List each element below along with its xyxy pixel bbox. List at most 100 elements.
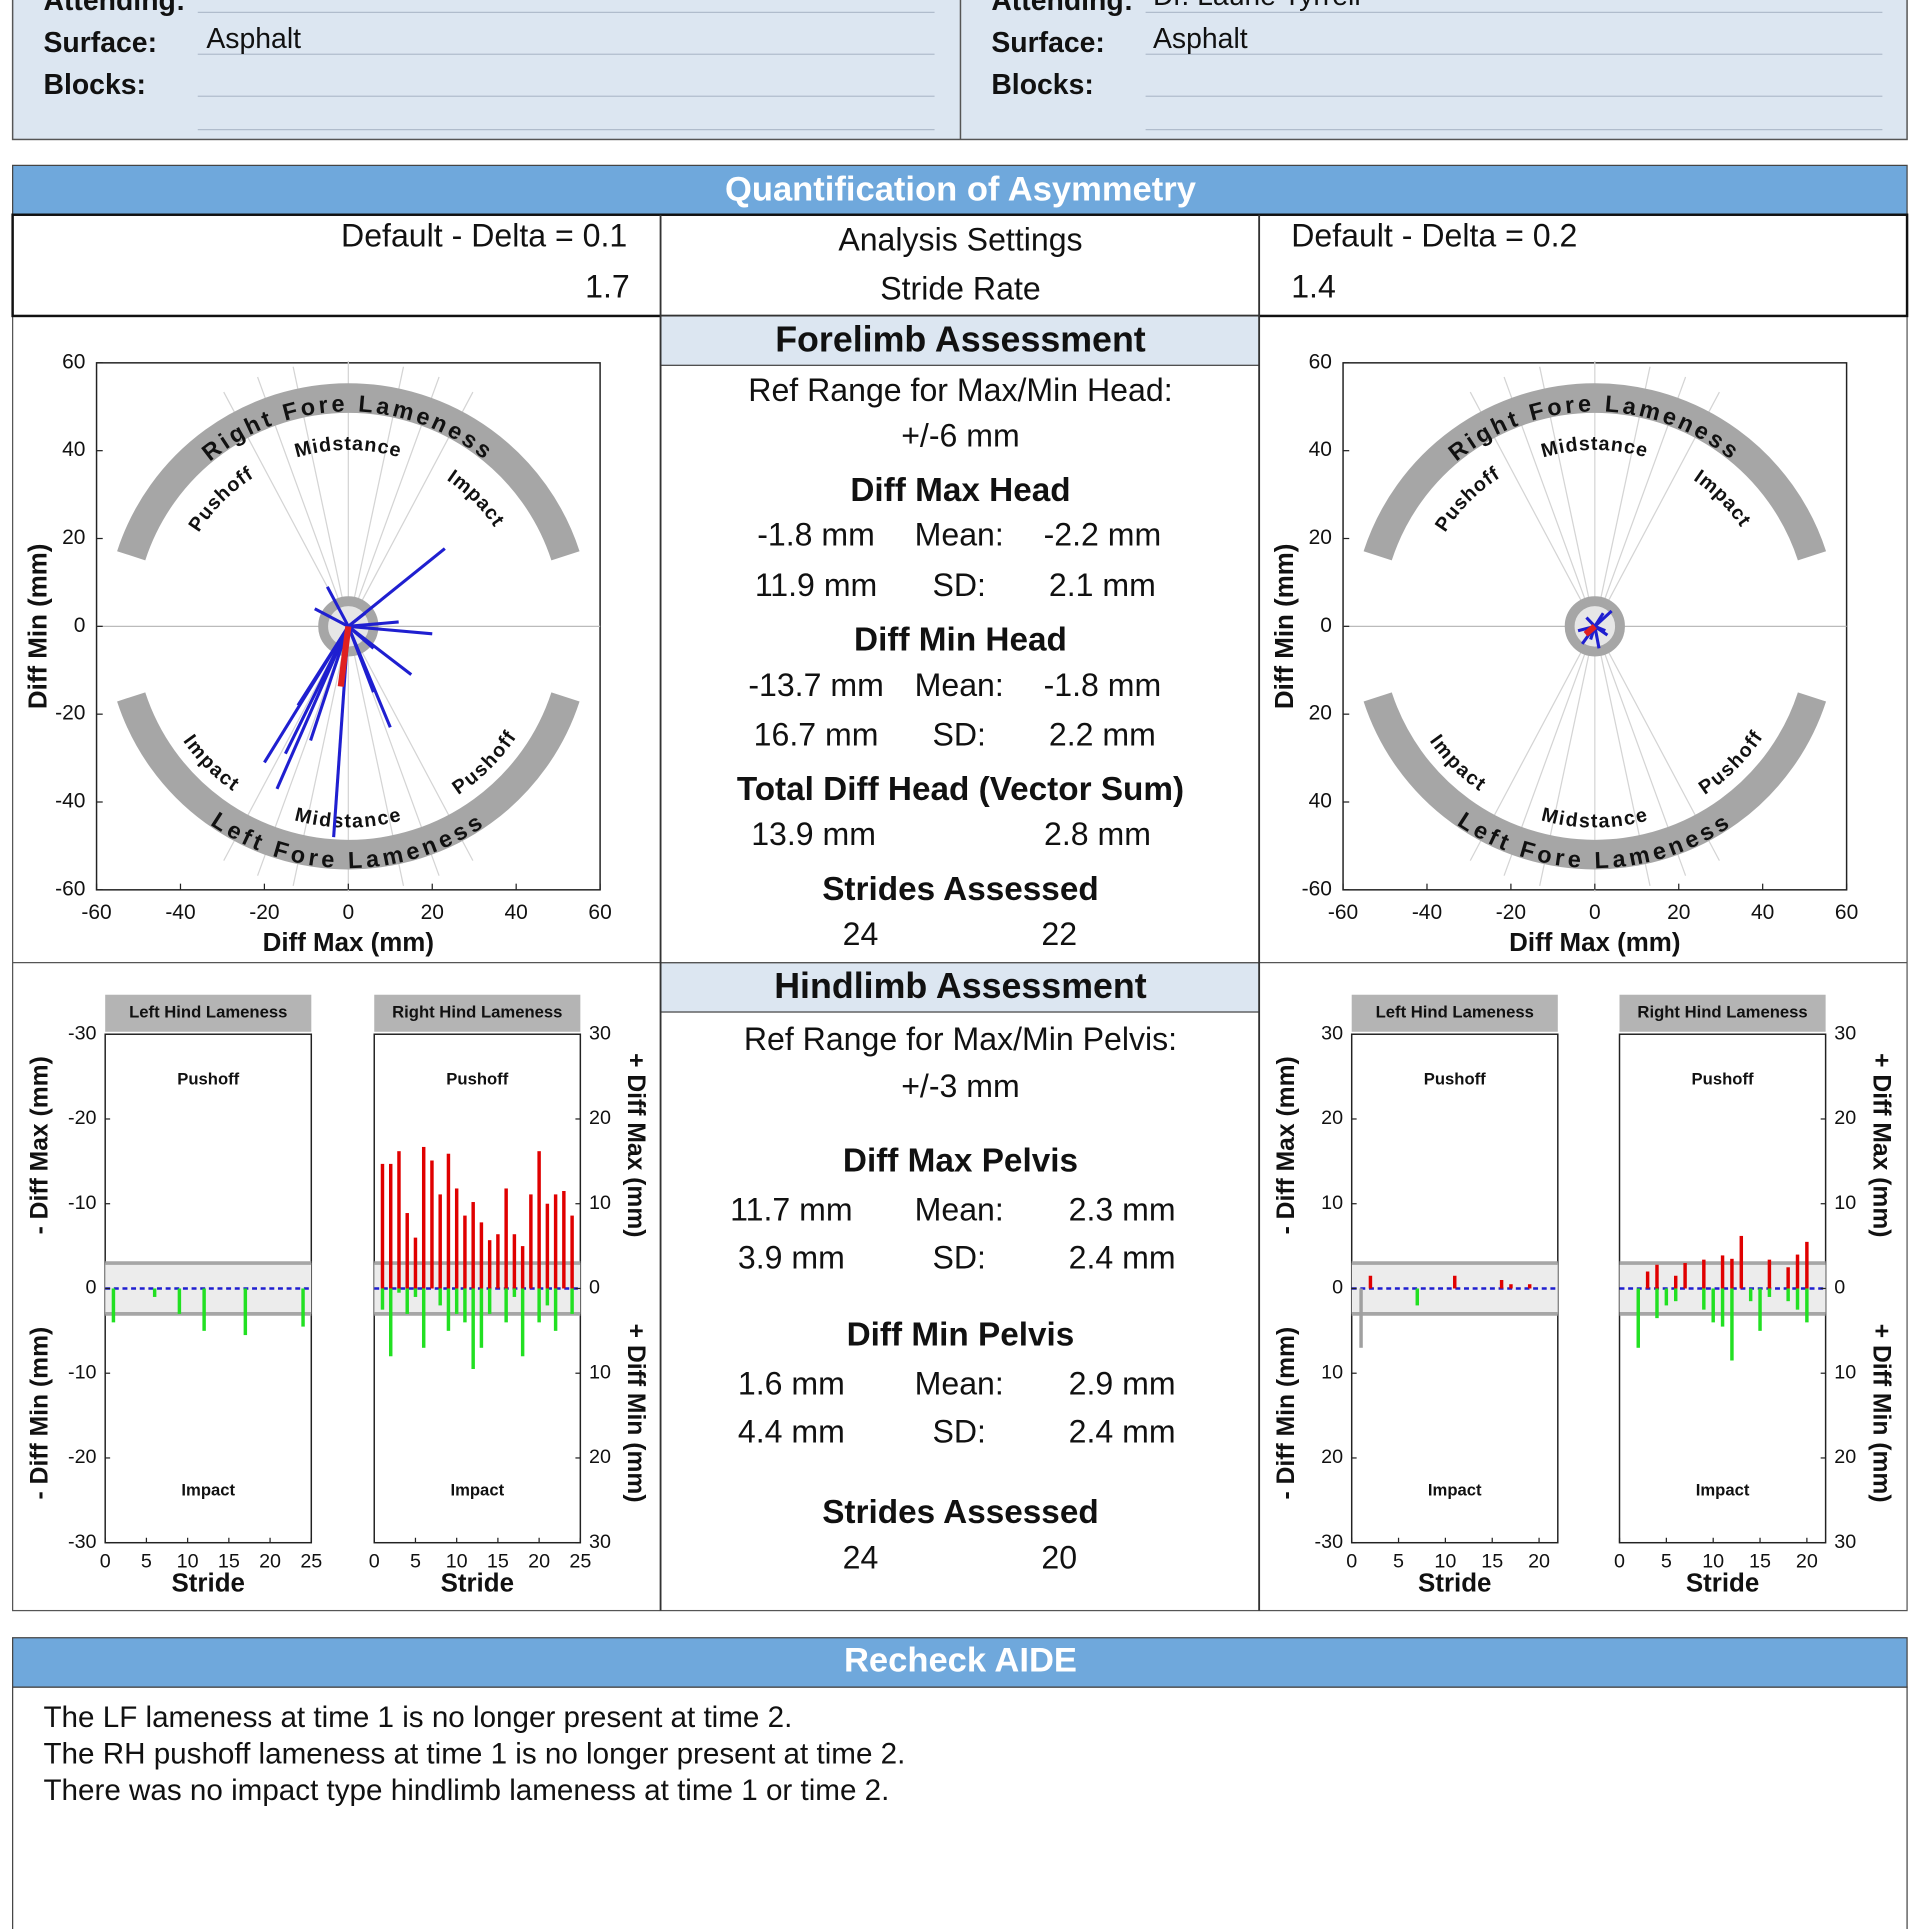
stride-bar (243, 1288, 248, 1336)
metric-value: -1.8 mm (1044, 667, 1162, 703)
stride-bar (380, 1163, 385, 1289)
metric-value: Mean: (915, 1191, 1004, 1227)
y-axis-label: Diff Min (mm) (1271, 544, 1299, 709)
x-tick-label: 0 (1346, 1551, 1357, 1573)
phase-label: Pushoff (446, 1069, 508, 1088)
stride-bar (1805, 1241, 1809, 1289)
y-axis-label: + Diff Min (mm) (622, 1324, 649, 1503)
phase-label: Impact (450, 1480, 504, 1499)
y-tick-label: 20 (1834, 1446, 1856, 1468)
x-tick-label: 25 (569, 1551, 591, 1573)
x-tick-label: 20 (1667, 901, 1690, 924)
metric-value: Mean: (915, 516, 1004, 552)
stride-bar (446, 1153, 451, 1289)
mean-vector (1583, 623, 1597, 637)
x-tick-label: -60 (81, 901, 111, 924)
recheck-line: The LF lameness at time 1 is no longer p… (43, 1701, 792, 1734)
field-label: Surface: (43, 27, 157, 59)
x-tick-label: 0 (1589, 901, 1601, 924)
metric-value: -13.7 mm (748, 667, 883, 703)
x-axis-label: Diff Max (mm) (1509, 929, 1680, 957)
stride-bar (405, 1288, 409, 1314)
field-label: Blocks: (43, 69, 145, 101)
y-tick-label: 30 (1834, 1022, 1856, 1044)
stride-bar (1805, 1288, 1809, 1323)
stride-vector (314, 607, 350, 628)
x-tick-label: 10 (1702, 1551, 1724, 1573)
stride-bar (1636, 1288, 1640, 1348)
settings: Default - Delta = 0.2 (1291, 218, 1577, 254)
stride-rate: 1.4 (1291, 268, 1336, 304)
recheck-line: There was no impact type hindlimb lamene… (43, 1774, 889, 1807)
y-tick-label: -60 (1302, 877, 1332, 900)
x-tick-label: 10 (446, 1551, 468, 1573)
stride-vector (346, 625, 375, 693)
stride-bar (1664, 1288, 1669, 1306)
x-tick-label: 0 (369, 1551, 380, 1573)
stride-bar (202, 1288, 206, 1331)
stride-bar (1767, 1288, 1772, 1297)
stride-bar (1499, 1279, 1504, 1289)
phase-label: Pushoff (1424, 1069, 1486, 1088)
stride-bar (520, 1246, 525, 1289)
stride-vector (347, 625, 375, 650)
metric-title: Strides Assessed (822, 871, 1099, 908)
stride-bar (471, 1202, 475, 1289)
x-tick-label: 0 (1614, 1551, 1625, 1573)
stride-bar (553, 1194, 558, 1289)
y-tick-label: 10 (1321, 1192, 1343, 1214)
ref-label: Ref Range for Max/Min Head: (748, 372, 1172, 408)
stride-rate-label: Stride Rate (880, 271, 1040, 307)
y-tick-label: 0 (589, 1277, 600, 1299)
stride-bar (512, 1288, 517, 1297)
y-tick-label: 30 (589, 1022, 611, 1044)
metric-title: Diff Min Head (854, 622, 1067, 659)
metric-value: 24 (843, 916, 879, 952)
stride-bar (537, 1288, 541, 1323)
y-tick-label: -20 (68, 1446, 97, 1468)
stride-bar (1453, 1275, 1457, 1289)
ref-label: Ref Range for Max/Min Pelvis: (744, 1021, 1177, 1057)
stride-bar (152, 1288, 157, 1297)
stride-vector (347, 611, 367, 628)
metric-value: 2.4 mm (1069, 1414, 1176, 1450)
x-tick-label: 60 (588, 901, 611, 924)
x-axis-label: Diff Max (mm) (263, 929, 434, 957)
stride-vector (296, 625, 350, 707)
y-tick-label: 30 (1321, 1022, 1343, 1044)
y-tick-label: 20 (589, 1107, 611, 1129)
stride-bar (1767, 1259, 1772, 1289)
section-title: Recheck AIDE (844, 1642, 1077, 1680)
panel-title: Left Hind Lameness (129, 1003, 287, 1022)
stride-bar (487, 1288, 492, 1314)
y-tick-label: -40 (55, 790, 85, 813)
stride-bar (1720, 1288, 1725, 1327)
stride-bar (1673, 1275, 1678, 1289)
y-tick-label: 30 (589, 1531, 611, 1553)
x-tick-label: 20 (421, 901, 444, 924)
stride-bar (1748, 1288, 1753, 1302)
mean-vector (337, 625, 352, 687)
y-tick-label: 0 (1834, 1277, 1845, 1299)
reference-band (105, 1263, 312, 1314)
metric-value: 20 (1041, 1539, 1077, 1575)
stride-bar (1527, 1284, 1532, 1289)
stride-bar (479, 1222, 484, 1289)
title-bar (12, 1637, 1908, 1688)
panel-title: Right Hind Lameness (1637, 1003, 1807, 1022)
stride-bar (454, 1188, 459, 1289)
metric-title: Diff Max Pelvis (843, 1142, 1078, 1179)
y-tick-label: -10 (68, 1192, 97, 1214)
x-tick-label: 15 (1749, 1551, 1771, 1573)
metric-value: 24 (843, 1539, 879, 1575)
stride-bar (463, 1215, 467, 1289)
stride-bar (570, 1215, 574, 1289)
ref-range: +/-3 mm (901, 1068, 1020, 1104)
y-axis-label: + Diff Max (mm) (1867, 1053, 1894, 1237)
lameness-arc (1363, 692, 1827, 870)
stride-bar (496, 1234, 500, 1289)
metric-value: SD: (932, 567, 985, 603)
stride-bar (397, 1288, 401, 1293)
metric-title: Strides Assessed (822, 1494, 1099, 1531)
